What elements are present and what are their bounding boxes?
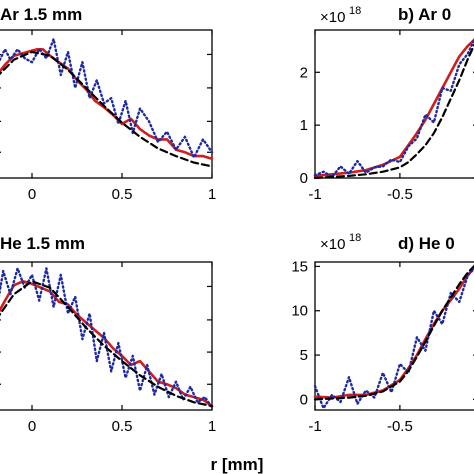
series-line-dotted xyxy=(0,37,214,159)
x-tick-label: 0 xyxy=(28,418,36,435)
y-tick-label: 1 xyxy=(300,117,308,134)
axis-multiplier: ×10 xyxy=(320,236,345,253)
axis-multiplier-exponent: 18 xyxy=(349,5,361,17)
axes-box xyxy=(0,261,213,411)
x-tick-label: -1 xyxy=(308,418,321,435)
panel-b: -1 -0.5 0 1 2 b) Ar 0 ×10 18 xyxy=(300,5,474,203)
panel-title: d) He 0 xyxy=(398,234,455,253)
y-tick-label: 5 xyxy=(300,347,308,364)
x-tick-label: -0.5 xyxy=(387,418,413,435)
y-tick-label: 15 xyxy=(291,258,308,275)
series-line-solid xyxy=(313,38,474,178)
panel-c: 0 0.5 1 He 1.5 mm xyxy=(0,234,216,435)
series-line-dashed xyxy=(0,50,214,168)
series-line-dashed xyxy=(313,42,474,180)
x-axis-label: r [mm] xyxy=(211,455,264,474)
x-tick-label: 0 xyxy=(28,186,36,203)
y-tick-label: 0 xyxy=(300,170,308,187)
panel-title: b) Ar 0 xyxy=(398,5,451,24)
series-line-solid xyxy=(0,280,214,408)
panel-title: He 1.5 mm xyxy=(0,234,85,253)
panel-title: Ar 1.5 mm xyxy=(0,5,82,24)
y-tick-label: 2 xyxy=(300,64,308,81)
axes-box xyxy=(314,261,474,411)
x-tick-label: 0.5 xyxy=(112,186,133,203)
x-tick-label: 1 xyxy=(208,186,216,203)
series-line-dotted xyxy=(0,267,214,409)
series-line-dashed xyxy=(313,264,474,401)
panel-d: -1 -0.5 0 5 10 15 d) He 0 ×10 18 xyxy=(291,232,474,435)
x-tick-label: 1 xyxy=(208,418,216,435)
y-tick-label: 0 xyxy=(300,391,308,408)
axis-multiplier-exponent: 18 xyxy=(349,232,361,244)
x-tick-label: -1 xyxy=(308,186,321,203)
panel-a: 0 0.5 1 Ar 1.5 mm xyxy=(0,5,216,203)
y-tick-label: 10 xyxy=(291,303,308,320)
series-line-dotted xyxy=(313,267,474,410)
axes-box xyxy=(314,29,474,179)
axis-multiplier: ×10 xyxy=(320,9,345,26)
x-tick-label: 0.5 xyxy=(112,418,133,435)
series-line-dashed xyxy=(0,280,214,408)
series-line-solid xyxy=(313,265,474,399)
x-tick-label: -0.5 xyxy=(387,186,413,203)
series-line-dotted xyxy=(313,37,474,179)
axes-box xyxy=(0,29,213,179)
